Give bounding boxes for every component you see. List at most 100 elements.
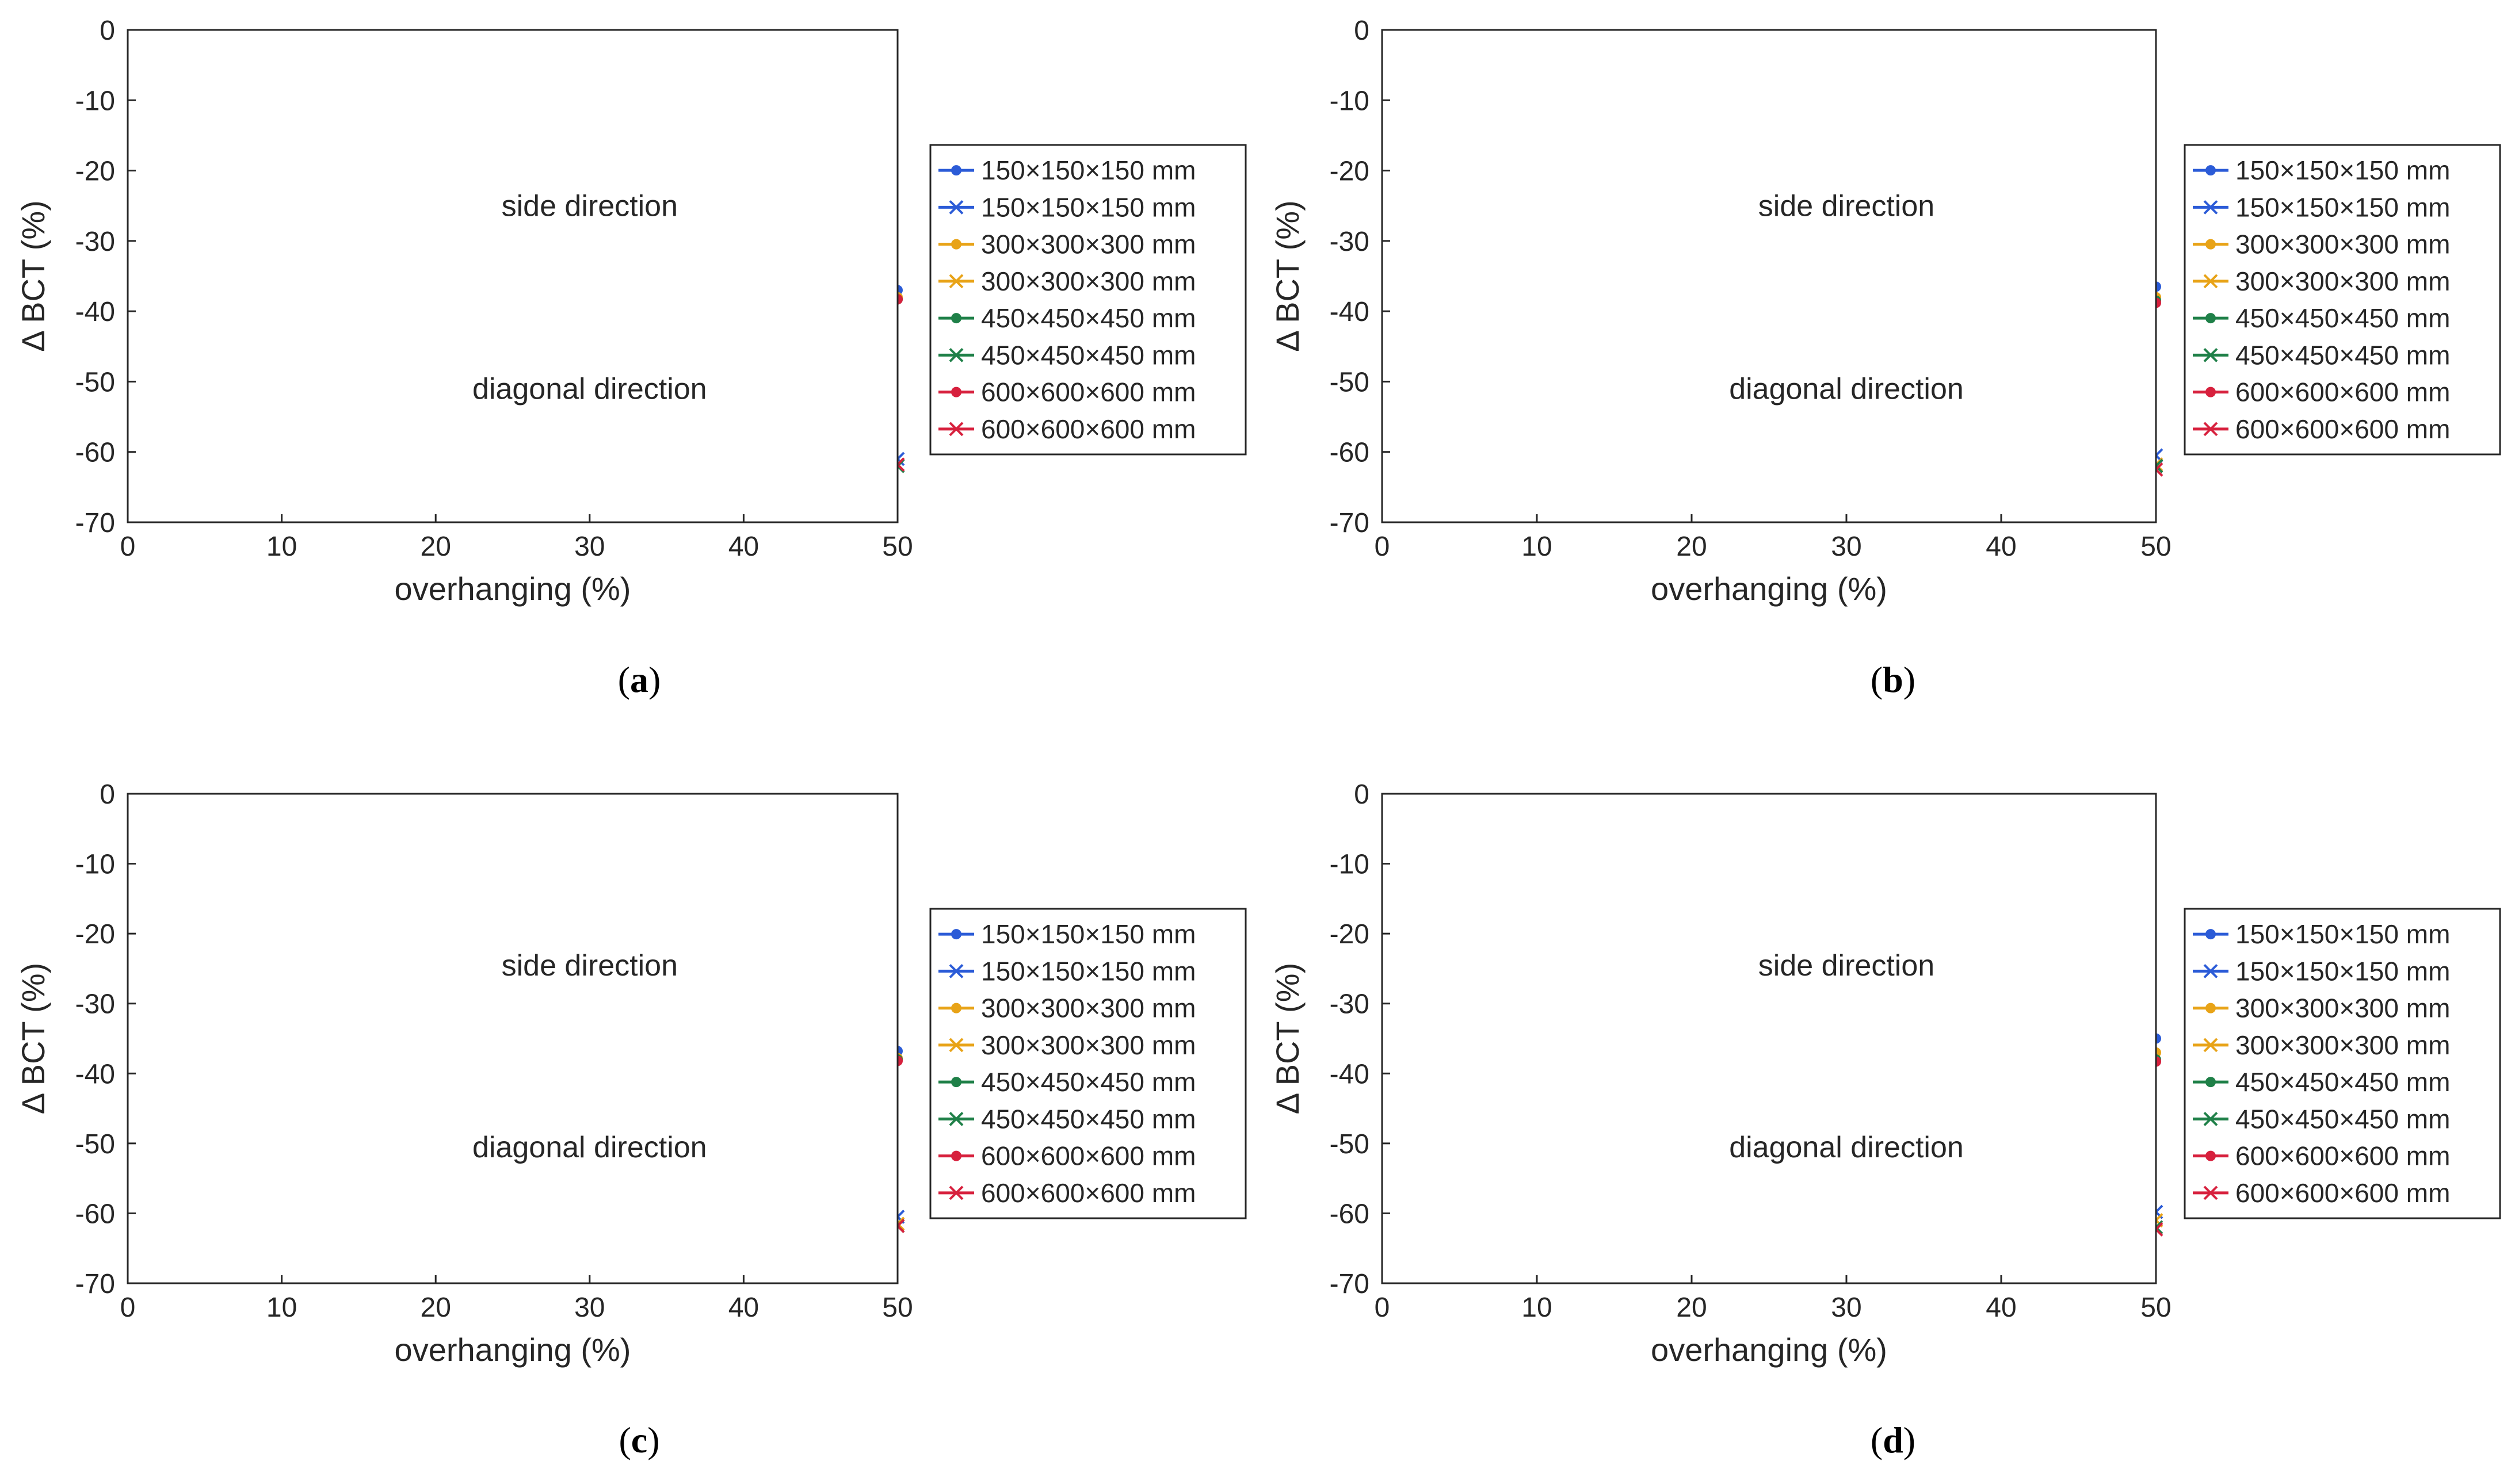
x-tick-label: 50	[2140, 1292, 2171, 1323]
panel-caption: (c)	[619, 1420, 659, 1460]
x-tick-label: 10	[266, 531, 297, 562]
legend-item: 600×600×600 mm	[938, 414, 1196, 444]
y-tick-label: -10	[75, 850, 115, 880]
legend-marker	[2203, 200, 2218, 215]
x-tick-label: 10	[1521, 531, 1552, 562]
legend-label: 600×600×600 mm	[2235, 377, 2450, 407]
x-tick-label: 40	[1986, 531, 2016, 562]
legend-item: 600×600×600 mm	[938, 1141, 1196, 1171]
legend-marker	[2205, 1003, 2216, 1013]
legend-box	[929, 908, 1247, 1219]
legend-label: 600×600×600 mm	[981, 414, 1196, 444]
legend-item: 600×600×600 mm	[2193, 377, 2450, 407]
y-tick-label: -70	[1330, 1269, 1369, 1299]
legend-item: 450×450×450 mm	[2193, 340, 2450, 370]
x-axis-title: overhanging (%)	[395, 1332, 631, 1368]
x-tick-label: 20	[1676, 1292, 1707, 1323]
marker-stroke	[2203, 1185, 2218, 1200]
annotation-label: side direction	[502, 190, 678, 223]
panel-caption: (d)	[1871, 1420, 1915, 1460]
annotation-label: side direction	[1758, 949, 1934, 982]
legend-marker	[2205, 387, 2216, 397]
legend-marker	[951, 387, 961, 397]
legend-marker	[951, 1077, 961, 1088]
legend-label: 600×600×600 mm	[981, 377, 1196, 407]
y-tick-label: -60	[75, 1199, 115, 1229]
y-tick-label: -50	[75, 367, 115, 397]
y-tick-label: -10	[1330, 86, 1369, 116]
marker-stroke	[2203, 274, 2218, 289]
legend-label: 600×600×600 mm	[2235, 1141, 2450, 1171]
legend-item: 600×600×600 mm	[938, 377, 1196, 407]
chart-panel-a: 0 10 20 30 40 50 0 -10 -20 -30 -40 -50 -60 -70 overhan…	[15, 16, 1247, 700]
y-tick-label: -40	[75, 1059, 115, 1089]
y-tick-label: 0	[1354, 779, 1369, 810]
panel-caption: (b)	[1871, 659, 1915, 700]
legend-item: 300×300×300 mm	[2193, 1030, 2450, 1060]
legend: 150×150×150 mm 150×150×150 mm 300×300×300 …	[929, 144, 1247, 456]
marker-stroke	[2203, 963, 2218, 978]
x-tick-label: 20	[1676, 531, 1707, 562]
y-tick-label: -70	[75, 508, 115, 538]
legend-label: 300×300×300 mm	[2235, 1030, 2450, 1060]
legend-label: 150×150×150 mm	[2235, 919, 2450, 949]
x-tick-label: 40	[728, 531, 759, 562]
legend-item: 450×450×450 mm	[938, 303, 1196, 333]
marker-stroke	[949, 963, 964, 978]
legend: 150×150×150 mm 150×150×150 mm 300×300×300 …	[2184, 908, 2501, 1219]
y-tick-label: -70	[75, 1269, 115, 1299]
legend-marker	[951, 929, 961, 940]
x-tick-label: 20	[421, 1292, 451, 1323]
legend-item: 300×300×300 mm	[938, 230, 1196, 259]
legend-label: 450×450×450 mm	[981, 1104, 1196, 1134]
legend-marker	[2203, 1185, 2218, 1200]
y-tick-label: -50	[75, 1129, 115, 1160]
x-axis-title: overhanging (%)	[395, 571, 631, 607]
legend-item: 450×450×450 mm	[2193, 303, 2450, 333]
y-tick-label: 0	[100, 16, 115, 46]
annotation-label: side direction	[502, 949, 678, 982]
legend-marker	[2205, 239, 2216, 250]
axes-frame	[127, 793, 899, 1284]
legend-marker	[2203, 963, 2218, 978]
x-tick-label: 30	[574, 1292, 605, 1323]
legend-marker	[951, 313, 961, 324]
y-tick-label: -60	[1330, 438, 1369, 468]
x-tick-label: 50	[2140, 531, 2171, 562]
legend-item: 300×300×300 mm	[2193, 993, 2450, 1023]
x-tick-label: 0	[120, 1292, 136, 1323]
legend-label: 450×450×450 mm	[2235, 1104, 2450, 1134]
legend-item: 150×150×150 mm	[938, 192, 1196, 222]
legend-label: 300×300×300 mm	[981, 266, 1196, 296]
legend-item: 450×450×450 mm	[2193, 1104, 2450, 1134]
legend-item: 450×450×450 mm	[938, 1104, 1196, 1134]
legend-item: 150×150×150 mm	[2193, 919, 2450, 949]
axes-frame	[127, 29, 899, 523]
legend-label: 150×150×150 mm	[2235, 155, 2450, 185]
legend-label: 300×300×300 mm	[2235, 230, 2450, 259]
annotation-label: diagonal direction	[1729, 373, 1964, 406]
legend-label: 450×450×450 mm	[2235, 303, 2450, 333]
legend: 150×150×150 mm 150×150×150 mm 300×300×300 …	[929, 908, 1247, 1219]
legend-marker	[951, 1003, 961, 1013]
marker-stroke	[2203, 1111, 2218, 1126]
legend-item: 450×450×450 mm	[938, 1067, 1196, 1097]
legend-item: 150×150×150 mm	[2193, 155, 2450, 185]
legend-marker	[949, 1111, 964, 1126]
legend-label: 300×300×300 mm	[2235, 993, 2450, 1023]
x-tick-label: 10	[266, 1292, 297, 1323]
legend-label: 450×450×450 mm	[2235, 340, 2450, 370]
axes-frame	[1381, 29, 2157, 523]
legend-box	[2184, 144, 2501, 456]
legend-label: 300×300×300 mm	[981, 230, 1196, 259]
y-tick-label: -30	[1330, 989, 1369, 1020]
legend-item: 600×600×600 mm	[2193, 1178, 2450, 1208]
legend-marker	[2203, 1038, 2218, 1053]
legend-marker	[951, 165, 961, 176]
legend-marker	[2205, 1150, 2216, 1161]
x-tick-label: 10	[1521, 1292, 1552, 1323]
legend-item: 300×300×300 mm	[2193, 266, 2450, 296]
x-tick-label: 50	[882, 531, 913, 562]
x-tick-label: 30	[574, 531, 605, 562]
